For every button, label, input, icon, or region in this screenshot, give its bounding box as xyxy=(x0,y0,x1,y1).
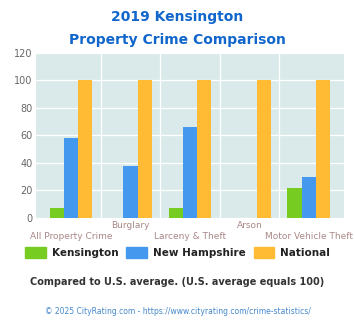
Bar xyxy=(78,80,92,218)
Bar xyxy=(123,166,138,218)
Text: © 2025 CityRating.com - https://www.cityrating.com/crime-statistics/: © 2025 CityRating.com - https://www.city… xyxy=(45,307,310,316)
Bar xyxy=(302,177,316,218)
Bar xyxy=(64,138,78,218)
Bar xyxy=(197,80,211,218)
Bar xyxy=(169,208,183,218)
Bar xyxy=(138,80,152,218)
Bar xyxy=(50,208,64,218)
Bar xyxy=(183,127,197,218)
Bar xyxy=(316,80,330,218)
Legend: Kensington, New Hampshire, National: Kensington, New Hampshire, National xyxy=(21,243,334,262)
Text: 2019 Kensington: 2019 Kensington xyxy=(111,10,244,24)
Bar xyxy=(288,187,302,218)
Text: Compared to U.S. average. (U.S. average equals 100): Compared to U.S. average. (U.S. average … xyxy=(31,277,324,287)
Bar xyxy=(257,80,271,218)
Text: Property Crime Comparison: Property Crime Comparison xyxy=(69,33,286,47)
